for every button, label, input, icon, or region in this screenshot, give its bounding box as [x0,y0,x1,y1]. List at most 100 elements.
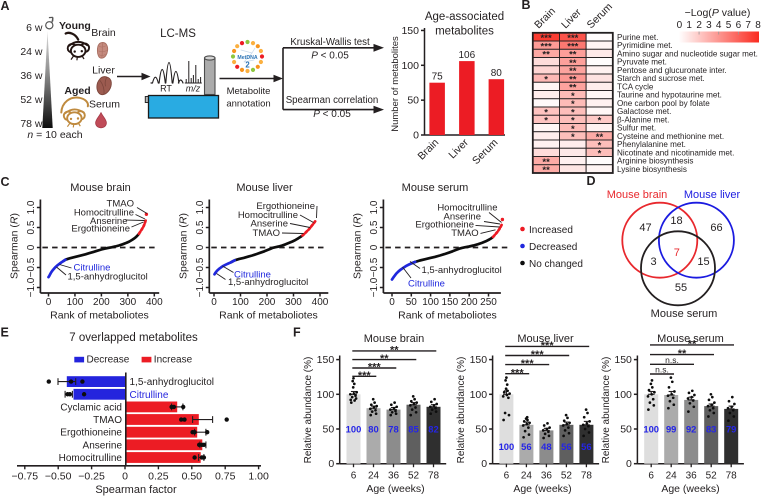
svg-text:300: 300 [285,297,302,308]
svg-text:TMAO: TMAO [93,415,122,426]
svg-text:TMAO: TMAO [451,228,478,239]
svg-text:6: 6 [504,471,510,482]
svg-text:1.0: 1.0 [195,200,206,214]
svg-text:−0.5: −0.5 [369,257,380,277]
svg-text:150: 150 [401,25,419,37]
svg-text:Young: Young [59,20,91,32]
svg-text:100: 100 [614,389,632,401]
svg-text:0: 0 [677,20,683,31]
svg-text:Rank of metaboliotes: Rank of metaboliotes [219,310,318,322]
svg-text:50: 50 [407,95,419,107]
svg-text:50: 50 [323,424,335,436]
svg-text:150: 150 [614,354,632,366]
svg-text:250: 250 [480,297,497,308]
svg-text:52: 52 [561,471,573,482]
svg-text:50: 50 [406,297,418,308]
svg-text:P < 0.05: P < 0.05 [311,51,349,62]
svg-text:78: 78 [428,471,440,482]
svg-text:Relative abundance (%): Relative abundance (%) [456,357,467,464]
svg-text:E: E [1,326,9,340]
svg-text:106: 106 [458,50,475,61]
svg-text:0: 0 [413,130,419,142]
svg-text:83: 83 [706,424,716,435]
svg-text:1,5-anhydroglucitol: 1,5-anhydroglucitol [422,265,502,276]
svg-text:Spearman correlation: Spearman correlation [286,95,379,106]
svg-text:annotation: annotation [226,99,270,110]
svg-text:Age (weeks): Age (weeks) [513,483,571,495]
svg-text:6: 6 [648,471,654,482]
svg-text:52: 52 [408,471,420,482]
svg-text:P < 0.05: P < 0.05 [313,109,351,120]
svg-text:Cyclamic acid: Cyclamic acid [60,402,122,413]
svg-text:2: 2 [245,61,250,70]
svg-text:−1.0: −1.0 [26,277,37,297]
svg-text:24: 24 [521,471,533,482]
svg-text:0: 0 [389,297,395,308]
svg-text:78: 78 [726,471,738,482]
svg-text:Spearman (R): Spearman (R) [351,213,363,279]
svg-text:A: A [1,0,10,13]
svg-text:0.25: 0.25 [148,470,169,482]
svg-text:150: 150 [470,354,488,366]
svg-text:50: 50 [475,424,487,436]
svg-text:100: 100 [422,297,439,308]
svg-text:Spearman (R): Spearman (R) [8,213,20,279]
svg-text:−Log(P value): −Log(P value) [685,7,751,19]
svg-text:Mouse liver: Mouse liver [236,182,293,194]
svg-text:400: 400 [146,297,163,308]
svg-text:200: 200 [259,297,276,308]
svg-text:0.75: 0.75 [215,470,236,482]
svg-text:0: 0 [46,297,52,308]
svg-text:78: 78 [581,471,593,482]
svg-text:78: 78 [388,424,398,435]
svg-text:**: ** [688,339,697,351]
svg-text:Serum: Serum [89,99,120,111]
svg-text:7 overlapped metabolites: 7 overlapped metabolites [69,332,198,344]
svg-text:0: 0 [122,470,128,482]
svg-text:36: 36 [541,471,553,482]
svg-text:Kruskal-Wallis test: Kruskal-Wallis test [290,37,370,48]
svg-text:99: 99 [666,424,676,435]
svg-text:300: 300 [120,297,137,308]
svg-text:−0.5: −0.5 [195,257,206,277]
svg-text:100: 100 [67,297,84,308]
svg-text:Metabolite: Metabolite [227,86,271,97]
svg-text:No changed: No changed [529,259,583,270]
svg-text:2: 2 [696,20,702,31]
svg-text:56: 56 [561,441,571,452]
svg-text:0: 0 [481,458,487,470]
svg-text:Anserine: Anserine [83,440,123,451]
svg-text:75: 75 [432,72,444,83]
svg-text:C: C [1,175,10,189]
svg-text:55: 55 [675,282,687,294]
svg-text:Mouse liver: Mouse liver [684,189,741,201]
svg-text:24: 24 [368,471,380,482]
svg-text:79: 79 [726,424,736,435]
svg-text:Number of metabolites: Number of metabolites [390,36,401,132]
svg-text:Relative abundance (%): Relative abundance (%) [601,357,612,464]
svg-text:36 w: 36 w [20,70,43,82]
svg-text:***: *** [541,340,555,352]
svg-text:−0.25: −0.25 [78,470,105,482]
svg-text:0: 0 [26,244,37,250]
svg-text:Brain: Brain [91,27,116,39]
svg-text:0.5: 0.5 [369,220,380,234]
svg-text:Aged: Aged [64,85,90,97]
svg-text:B: B [522,0,531,12]
svg-text:Mouse serum: Mouse serum [651,308,718,320]
svg-text:150: 150 [442,297,459,308]
svg-text:−0.5: −0.5 [26,257,37,277]
svg-text:50: 50 [620,424,632,436]
svg-text:15: 15 [697,256,709,268]
svg-text:F: F [293,326,301,340]
svg-text:**: ** [678,348,687,360]
svg-text:**: ** [380,353,389,365]
svg-text:Decreased: Decreased [529,242,577,253]
svg-text:**: ** [542,165,550,176]
svg-text:Citrulline: Citrulline [408,279,445,290]
svg-text:18: 18 [670,215,682,227]
svg-text:52: 52 [706,471,718,482]
svg-text:66: 66 [710,222,722,234]
svg-text:0: 0 [626,458,632,470]
svg-text:Increased: Increased [529,225,573,236]
